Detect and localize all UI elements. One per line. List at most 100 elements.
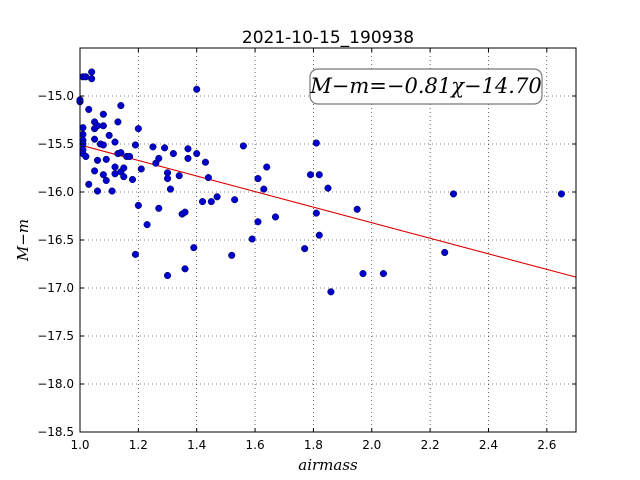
x-tick-label: 2.4 [479,438,498,452]
x-axis-label: airmass [298,456,358,474]
data-point [181,265,189,273]
data-point [228,251,236,259]
fit-line [79,144,577,278]
data-point [184,154,192,162]
axis-ticks: 1.0 1.2 1.4 1.6 1.8 2.0 2.2 2.4 2.6 −15.0 −15.5 −16… [37,48,576,452]
x-tick-label: 1.2 [129,438,148,452]
data-point [312,139,320,147]
data-point [79,124,87,132]
data-point [82,152,90,161]
data-point [449,190,458,198]
x-tick-label: 2.0 [362,438,381,452]
data-point [88,68,96,76]
data-point [190,244,198,252]
data-point [131,141,139,149]
data-point [111,138,119,146]
data-point [204,174,212,182]
data-point [117,102,125,110]
data-point [99,171,107,179]
data-point [120,164,128,172]
x-tick-label: 2.6 [537,438,556,452]
data-point [126,152,134,161]
data-point [102,176,110,185]
data-point [260,185,268,193]
data-point [359,270,367,278]
x-tick-label: 1.8 [304,438,323,452]
data-points [76,68,565,296]
data-point [120,173,128,181]
data-point [149,143,157,151]
data-point [181,208,189,216]
data-point [93,156,102,164]
data-point [128,175,137,184]
fit-annotation: M−m=−0.81χ−14.70 [309,68,543,105]
x-tick-label: 1.0 [70,438,89,452]
data-point [441,248,449,257]
data-point [254,175,262,183]
data-point [306,171,315,179]
data-point [239,142,247,150]
data-point [114,118,122,126]
data-point [207,198,215,206]
data-point [134,201,142,209]
y-tick-label: −18.5 [37,425,74,439]
data-point [301,245,309,253]
x-tick-label: 1.6 [246,438,265,452]
data-point [111,163,119,171]
data-point [379,270,387,278]
data-point [557,190,565,198]
y-tick-label: −17.5 [37,329,74,343]
data-point [193,150,201,158]
data-point [99,110,107,118]
data-point [163,175,172,183]
data-point [175,172,183,180]
y-axis-label: M−m [14,219,32,262]
data-point [193,85,201,93]
data-point [166,185,174,193]
data-point [263,163,271,171]
data-point [85,180,93,188]
data-point [108,187,116,195]
data-point [254,218,262,226]
data-point [143,221,151,229]
x-tick-label: 1.4 [187,438,206,452]
data-point [88,75,96,83]
y-tick-label: −18.0 [37,377,74,391]
chart-title: 2021-10-15_190938 [242,28,414,48]
data-point [117,149,125,157]
data-point [155,154,163,162]
data-point [271,213,280,221]
data-point [134,125,142,133]
data-point [99,122,107,130]
data-point [137,165,145,173]
data-point [169,150,177,158]
data-point [201,158,210,166]
annotation-text: M−m=−0.81χ−14.70 [309,74,541,98]
data-point [353,205,361,213]
data-point [315,171,323,179]
data-point [99,141,107,149]
data-point [231,196,239,204]
data-point [155,204,163,212]
data-point [248,235,256,243]
data-point [102,155,110,163]
y-tick-label: −16.0 [37,185,74,199]
data-point [213,193,221,201]
x-tick-label: 2.2 [421,438,440,452]
data-point [131,250,139,258]
data-point [85,105,93,113]
data-point [161,144,169,152]
data-point [105,131,113,139]
y-tick-label: −16.5 [37,233,74,247]
data-point [198,198,207,206]
data-point [184,145,192,153]
annotation-box [309,68,543,105]
data-point [315,231,323,239]
data-point [91,167,99,175]
y-tick-label: −17.0 [37,281,74,295]
y-tick-label: −15.0 [37,89,74,103]
data-point [163,271,172,280]
data-point [324,184,332,192]
data-point [327,288,335,296]
